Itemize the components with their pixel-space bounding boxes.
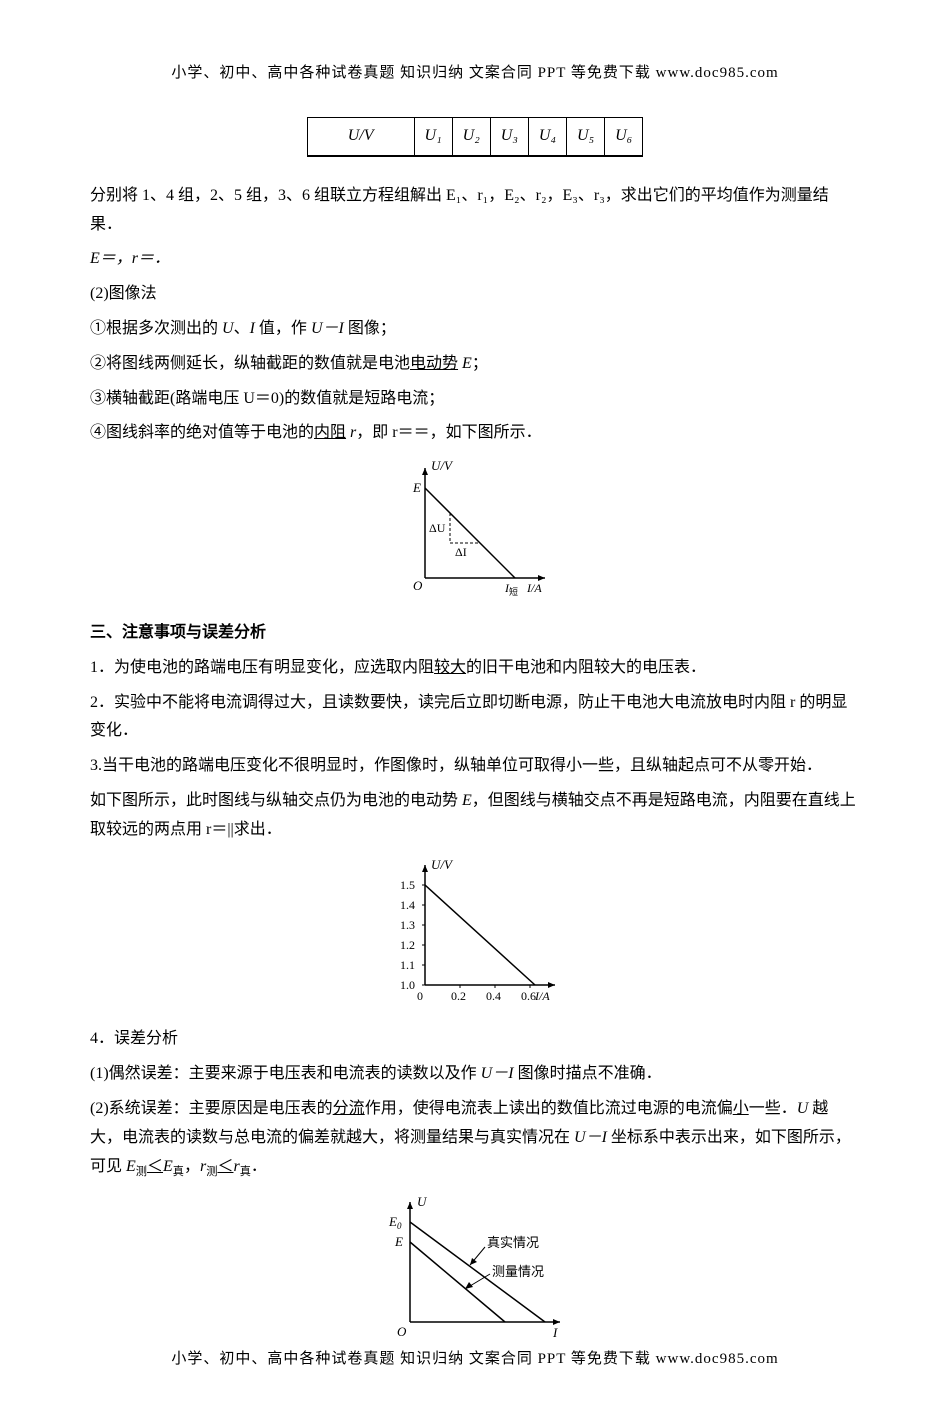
- paragraph: 2．实验中不能将电流调得过大，且读数要快，读完后立即切断电源，防止干电池大电流放…: [90, 689, 860, 747]
- svg-text:0.4: 0.4: [486, 989, 501, 1003]
- paragraph: 分别将 1、4 组，2、5 组，3、6 组联立方程组解出 E₁、r₁，E₂、r₂…: [90, 182, 860, 240]
- section-heading: 三、注意事项与误差分析: [90, 619, 860, 648]
- paragraph: (1)偶然误差：主要来源于电压表和电流表的读数以及作 U－I 图像时描点不准确．: [90, 1060, 860, 1089]
- svg-text:1.1: 1.1: [400, 958, 415, 972]
- table-cell: U₂: [452, 118, 490, 156]
- svg-text:ΔI: ΔI: [455, 545, 467, 559]
- voltage-table: U/V U₁ U₂ U₃ U₄ U₅ U₆: [307, 117, 644, 157]
- table-header-label: U/V: [307, 118, 414, 156]
- chart-ui-offset: 1.0 1.1 1.2 1.3 1.4 1.5 0.2 0.4 0.6 0 U/…: [90, 855, 860, 1016]
- svg-text:1.0: 1.0: [400, 978, 415, 992]
- chart-error-analysis: E0 E U I O 真实情况 测量情况: [90, 1192, 860, 1353]
- table-cell: U₅: [567, 118, 605, 156]
- svg-text:U/V: U/V: [431, 857, 454, 872]
- paragraph: 1．为使电池的路端电压有明显变化，应选取内阻较大的旧干电池和内阻较大的电压表．: [90, 654, 860, 683]
- table-cell: U₆: [605, 118, 643, 156]
- svg-text:E0: E0: [388, 1214, 402, 1231]
- paragraph: 4．误差分析: [90, 1025, 860, 1054]
- chart-ui-basic: U/V E ΔU ΔI O I短 I/A: [90, 458, 860, 609]
- svg-text:I/A: I/A: [534, 989, 550, 1003]
- table-cell: U₁: [414, 118, 452, 156]
- chart-svg: U/V E ΔU ΔI O I短 I/A: [395, 458, 555, 598]
- chart-svg: 1.0 1.1 1.2 1.3 1.4 1.5 0.2 0.4 0.6 0 U/…: [385, 855, 565, 1005]
- paragraph: 3.当干电池的路端电压变化不很明显时，作图像时，纵轴单位可取得小一些，且纵轴起点…: [90, 752, 860, 781]
- svg-text:真实情况: 真实情况: [487, 1235, 539, 1250]
- table-cell: U₃: [490, 118, 528, 156]
- svg-text:O: O: [413, 578, 423, 593]
- svg-text:ΔU: ΔU: [429, 521, 446, 535]
- svg-text:0.2: 0.2: [451, 989, 466, 1003]
- svg-text:1.4: 1.4: [400, 898, 415, 912]
- svg-text:U/V: U/V: [431, 458, 454, 473]
- table-cell: U₄: [528, 118, 566, 156]
- paragraph: ③横轴截距(路端电压 U＝0)的数值就是短路电流；: [90, 385, 860, 414]
- table-row: U/V U₁ U₂ U₃ U₄ U₅ U₆: [307, 118, 643, 156]
- svg-text:I短: I短: [504, 581, 518, 597]
- svg-text:1.2: 1.2: [400, 938, 415, 952]
- svg-text:测量情况: 测量情况: [492, 1264, 544, 1279]
- paragraph: ②将图线两侧延长，纵轴截距的数值就是电池电动势 E；: [90, 350, 860, 379]
- svg-text:E: E: [394, 1234, 403, 1249]
- svg-text:1.5: 1.5: [400, 878, 415, 892]
- svg-text:E: E: [412, 480, 421, 495]
- svg-text:O: O: [397, 1324, 407, 1339]
- paragraph: (2)系统误差：主要原因是电压表的分流作用，使得电流表上读出的数值比流过电源的电…: [90, 1095, 860, 1182]
- chart-svg: E0 E U I O 真实情况 测量情况: [375, 1192, 575, 1342]
- page-header: 小学、初中、高中各种试卷真题 知识归纳 文案合同 PPT 等免费下载 www.d…: [90, 60, 860, 87]
- paragraph: (2)图像法: [90, 280, 860, 309]
- svg-text:0: 0: [417, 989, 423, 1003]
- svg-text:1.3: 1.3: [400, 918, 415, 932]
- paragraph: ④图线斜率的绝对值等于电池的内阻 r，即 r＝＝，如下图所示．: [90, 419, 860, 448]
- svg-text:I: I: [552, 1325, 558, 1340]
- svg-text:U: U: [417, 1194, 428, 1209]
- svg-text:0.6: 0.6: [521, 989, 536, 1003]
- page-footer: 小学、初中、高中各种试卷真题 知识归纳 文案合同 PPT 等免费下载 www.d…: [0, 1346, 950, 1373]
- paragraph: ①根据多次测出的 U、I 值，作 U－I 图像；: [90, 315, 860, 344]
- svg-text:I/A: I/A: [526, 581, 542, 595]
- paragraph: E＝，r＝．: [90, 245, 860, 274]
- paragraph: 如下图所示，此时图线与纵轴交点仍为电池的电动势 E，但图线与横轴交点不再是短路电…: [90, 787, 860, 845]
